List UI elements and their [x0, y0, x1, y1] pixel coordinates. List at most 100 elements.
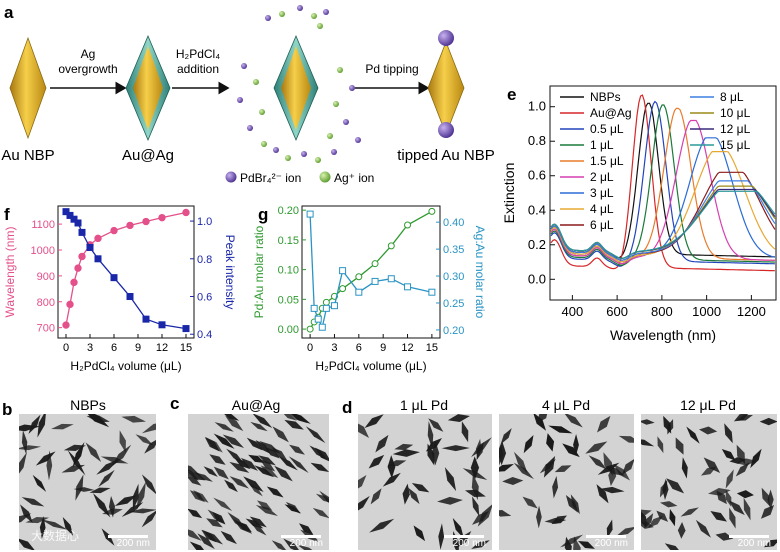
spectrum-line — [550, 180, 776, 261]
nanoparticle — [255, 505, 278, 516]
x-tick-label: 600 — [606, 304, 628, 319]
nanoparticle — [613, 463, 631, 481]
nanoparticle — [246, 437, 263, 451]
nanoparticle — [188, 526, 202, 541]
nanoparticle — [51, 423, 74, 430]
data-point — [404, 283, 412, 291]
nanoparticle — [89, 487, 111, 494]
y-right-tick-label: 0.25 — [443, 298, 464, 310]
nanoparticle — [648, 515, 663, 528]
ag-ion-dot — [285, 155, 291, 161]
scale-bar-nbps — [108, 535, 148, 538]
nanoparticle — [73, 487, 95, 492]
nanoparticle — [447, 414, 470, 423]
nanoparticle — [606, 519, 613, 539]
tem-particles-nbps — [19, 414, 156, 550]
nanoparticle — [248, 454, 265, 464]
scale-label-nbps: 200 nm — [116, 538, 150, 549]
panel-label-a: a — [4, 3, 14, 22]
ag-ion-dot — [259, 109, 265, 115]
nanoparticle — [729, 457, 746, 464]
nanoparticle — [197, 533, 215, 550]
scale-label-12ul: 200 nm — [737, 538, 771, 549]
legend-ag-dot — [319, 171, 331, 183]
y-left-tick-label: 1000 — [31, 245, 55, 257]
scale-bar-1ul — [444, 535, 484, 538]
nanoparticle — [664, 543, 683, 550]
nanoparticle — [315, 493, 329, 504]
nanoparticle — [622, 458, 634, 475]
x-tick-label: 6 — [111, 342, 117, 354]
nanoparticle — [128, 508, 156, 514]
pd-ion-dot — [355, 137, 361, 143]
data-point — [74, 264, 82, 272]
nanoparticle — [681, 457, 688, 479]
x-tick-label: 9 — [135, 342, 141, 354]
step2-line2: addition — [177, 62, 219, 76]
chart-g-axes: 0 3 6 9 12 15 0.00 0.05 0.10 0.15 0.20 0.20 0.25 0.30… — [278, 205, 465, 354]
nanoparticle — [729, 507, 736, 529]
nanoparticle — [641, 419, 655, 425]
nanoparticle — [240, 457, 258, 471]
nanoparticle — [75, 474, 84, 501]
panel-label-e: e — [507, 85, 516, 104]
legend-entry: 2 μL — [590, 170, 614, 184]
nanoparticle — [188, 508, 203, 519]
data-point — [86, 243, 94, 251]
x-tick-label: 0 — [63, 342, 69, 354]
chart-f: f 0 3 6 9 12 15700800900100011000.40.60.81.0 … — [3, 205, 237, 373]
ag-ion-dot — [261, 141, 267, 147]
legend-entry: 4 μL — [590, 202, 614, 216]
nanoparticle — [255, 440, 271, 454]
nanoparticle — [204, 437, 220, 452]
data-point — [62, 208, 70, 216]
legend-entry: Au@Ag — [590, 106, 632, 120]
scale-label-1ul: 200 nm — [452, 538, 486, 549]
data-point — [314, 315, 322, 323]
schematic-panel: a Au NBP Ag overgrowth Au@Ag H₂PdCl₄ add… — [1, 3, 494, 185]
data-point — [322, 304, 330, 312]
nanoparticle — [725, 489, 732, 507]
nanoparticle — [144, 437, 156, 454]
data-point — [355, 288, 363, 296]
tem-title-4ul: 4 μL Pd — [542, 397, 590, 413]
nanoparticle — [310, 462, 329, 473]
nanoparticle — [256, 500, 273, 511]
ag-ion-dot — [333, 101, 339, 107]
x-tick-label: 9 — [380, 342, 386, 354]
y-left-tick-label: 700 — [37, 323, 55, 335]
data-point — [306, 325, 314, 333]
x-tick-label: 1200 — [737, 304, 766, 319]
tem-title-1ul: 1 μL Pd — [400, 397, 448, 413]
nanoparticle — [35, 451, 56, 466]
ag-ion-dot — [337, 67, 343, 73]
nanoparticle — [245, 518, 264, 529]
nanoparticle — [735, 462, 750, 477]
nanoparticle — [471, 540, 490, 549]
pd-tip-top — [438, 30, 454, 46]
y-right-tick-label: 0.20 — [443, 325, 464, 337]
nanoparticle — [513, 451, 528, 474]
data-point — [126, 221, 134, 230]
nanoparticle — [188, 475, 202, 486]
nanoparticle — [680, 507, 699, 517]
nanoparticle — [500, 428, 512, 445]
nanoparticle — [19, 452, 27, 480]
tipped-nbp-shape — [427, 40, 465, 136]
au-nbp-label: Au NBP — [1, 147, 54, 164]
nanoparticle — [194, 472, 214, 482]
chart-e-ylabel: Extinction — [501, 163, 517, 224]
ag-ion-dot — [315, 157, 321, 163]
nanoparticle — [19, 513, 32, 526]
nanoparticle — [225, 415, 244, 432]
nanoparticle — [309, 445, 328, 460]
nanoparticle — [46, 450, 53, 481]
spectrum-line — [550, 151, 776, 263]
nanoparticle — [135, 434, 154, 446]
nanoparticle — [698, 426, 718, 435]
nanoparticle — [499, 441, 507, 466]
nanoparticle — [578, 540, 595, 549]
nanoparticle — [452, 517, 464, 539]
nanoparticle — [546, 433, 555, 452]
nanoparticle — [441, 445, 470, 452]
